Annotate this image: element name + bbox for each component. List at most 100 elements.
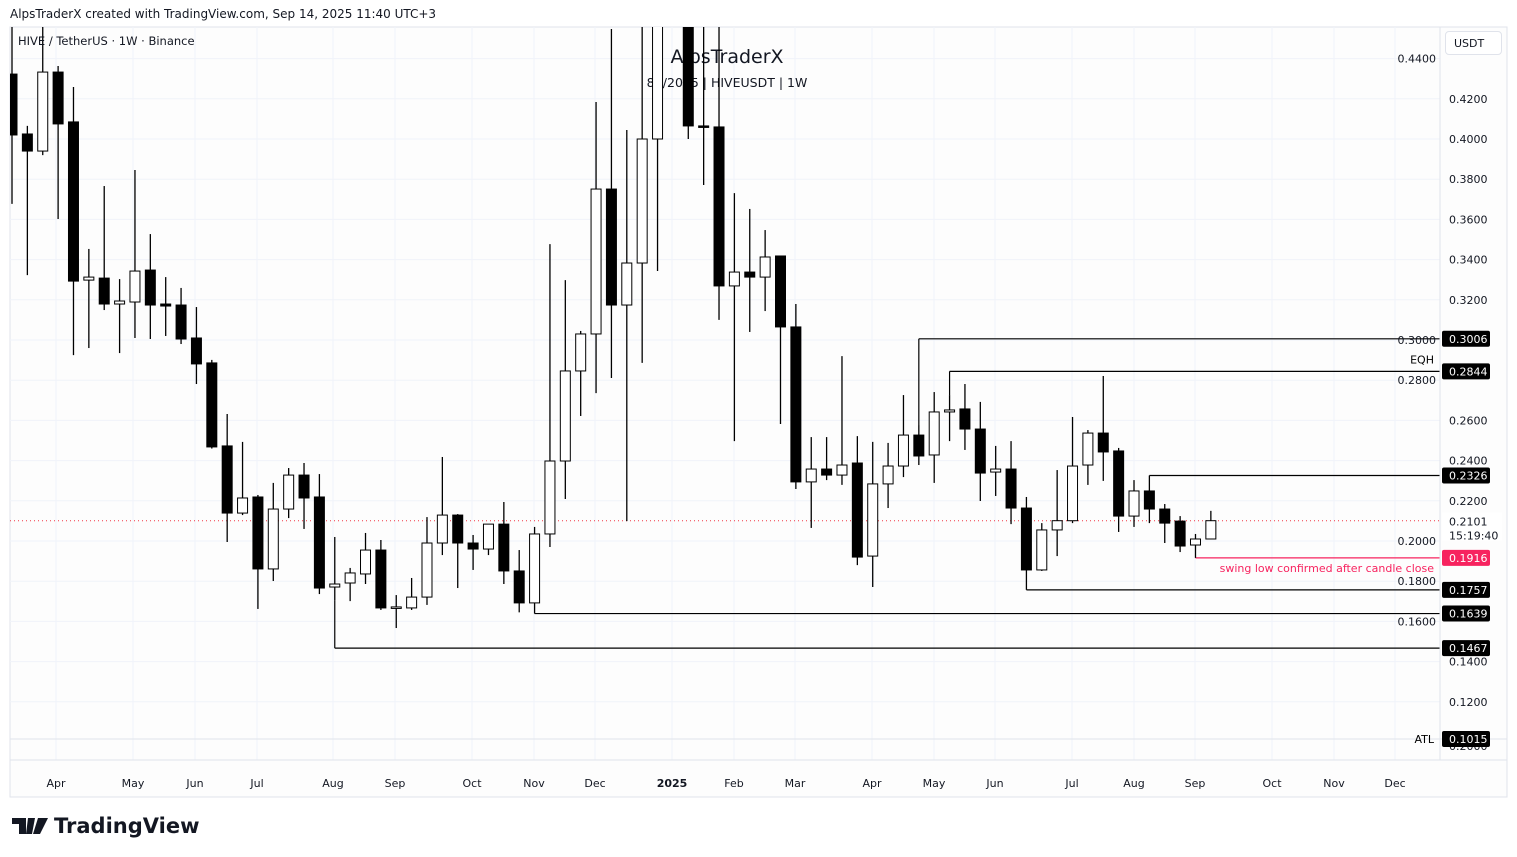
candle [1128, 480, 1140, 527]
candle-body-bear [21, 133, 33, 152]
candle-body-bear [452, 514, 464, 544]
time-axis[interactable]: Apr May Jun Jul Aug Sep Oct Nov Dec 2025 Feb Mar Apr… [46, 777, 1405, 790]
y-tick-label: 0.3200 [1449, 294, 1488, 307]
candle-body-bull [237, 497, 249, 514]
candle [329, 536, 341, 601]
x-tick-label: Apr [46, 777, 66, 790]
candle-body-bull [652, 27, 664, 140]
y-tick-label: 0.2400 [1449, 455, 1488, 468]
candle-body-bear [775, 255, 786, 328]
level-price-box [1442, 363, 1490, 380]
last-price-box [1442, 512, 1502, 541]
candle-body-bull [83, 276, 95, 281]
y-tick-label: 0.3600 [1449, 213, 1488, 226]
y-tick-label: 0.1800 [1398, 575, 1437, 588]
candle-body-bear [1174, 520, 1186, 547]
candle-body-bear [713, 126, 725, 287]
last-price-value: 0.2101 [1449, 516, 1488, 529]
x-tick-label: Sep [385, 777, 406, 790]
symbol-legend[interactable]: HIVE / TetherUS · 1W · Binance [18, 34, 195, 48]
candle-body-bear [298, 474, 310, 499]
candle [744, 208, 756, 332]
candle [1097, 375, 1109, 481]
tradingview-logo[interactable]: TradingView [12, 814, 199, 838]
x-tick-label: Jul [1064, 777, 1078, 790]
candle [1174, 516, 1186, 553]
level-note: EQH [1410, 353, 1434, 366]
candle-body-bull [421, 542, 433, 598]
candle [114, 279, 126, 354]
x-tick-label: Jul [249, 777, 263, 790]
watermark-subtitle: 8/ /2025 | HIVEUSDT | 1W [647, 75, 808, 90]
candle [98, 186, 110, 311]
candle-body-bull [590, 188, 602, 335]
y-tick-label: 0.2200 [1449, 495, 1488, 508]
currency-button[interactable]: USDT [1445, 31, 1502, 55]
candle-body-bull [329, 583, 341, 588]
candle-body-bear [190, 337, 202, 365]
candle [283, 468, 295, 519]
candle-body-bull [621, 262, 633, 306]
candle-body-bull [436, 514, 448, 544]
level-price-box [1442, 467, 1490, 484]
level-price-box [1442, 640, 1490, 657]
candle-body-bull [990, 468, 1002, 473]
candle [559, 280, 571, 499]
candle [21, 125, 33, 276]
candle [682, 27, 694, 139]
candle [498, 502, 510, 585]
candle-body-bull [1205, 520, 1217, 540]
candle [129, 169, 141, 338]
candle-body-bear [175, 304, 187, 340]
candle-body-bull [37, 71, 49, 152]
candle [621, 129, 633, 522]
candle-body-bear [313, 496, 325, 589]
candle-body-bear [974, 428, 986, 474]
candle-body-bull [406, 596, 418, 609]
level-price-label: 0.3006 [1449, 333, 1488, 346]
y-tick-label: 0.1200 [1449, 696, 1488, 709]
candle [805, 437, 817, 528]
level-price-label: 0.2844 [1449, 365, 1488, 378]
candle [713, 27, 725, 320]
candle-body-bear [1020, 507, 1032, 571]
candle-body-bear [1143, 490, 1155, 510]
x-tick-label: Mar [785, 777, 806, 790]
candle-body-bull [129, 270, 141, 303]
candle-body-bull [1067, 465, 1079, 522]
candle-body-bear [252, 496, 264, 570]
candle-body-bear [682, 27, 694, 127]
candle [252, 494, 264, 609]
candle [452, 514, 464, 589]
candle [267, 482, 279, 581]
y-tick-label: 0.3400 [1449, 254, 1488, 267]
candle-body-bear [1113, 450, 1125, 517]
candle [83, 248, 95, 349]
level-price-label: 0.1916 [1449, 552, 1488, 565]
candle-body-bull [867, 483, 879, 557]
level-labels: 0.3006 EQH 0.2844 0.2326 swing low confirmed… [1220, 330, 1490, 747]
candle-body-bull [805, 468, 817, 483]
candle [1067, 416, 1079, 524]
candle-body-bear [513, 570, 525, 604]
candle [10, 27, 18, 204]
candle [421, 517, 433, 605]
candle-body-bull [944, 409, 956, 413]
candle-body-bull [1189, 538, 1201, 546]
candle-body-bear [10, 73, 18, 136]
price-axis[interactable]: 0.4400 0.4200 0.4000 0.3800 0.3600 0.3400 0.32… [1398, 53, 1488, 709]
candle [728, 193, 740, 442]
candle-body-bull [482, 523, 494, 550]
level-price-label: 0.1015 [1449, 733, 1488, 746]
candle [206, 359, 218, 449]
candle-body-bear [698, 125, 710, 128]
x-tick-label: Sep [1185, 777, 1206, 790]
candle [698, 27, 710, 186]
candle-body-bull [1082, 432, 1094, 466]
candle-body-bear [98, 277, 110, 305]
candle [652, 27, 664, 272]
candle-body-bull [759, 256, 771, 278]
candle [144, 234, 156, 339]
candle-body-bear [821, 468, 833, 476]
